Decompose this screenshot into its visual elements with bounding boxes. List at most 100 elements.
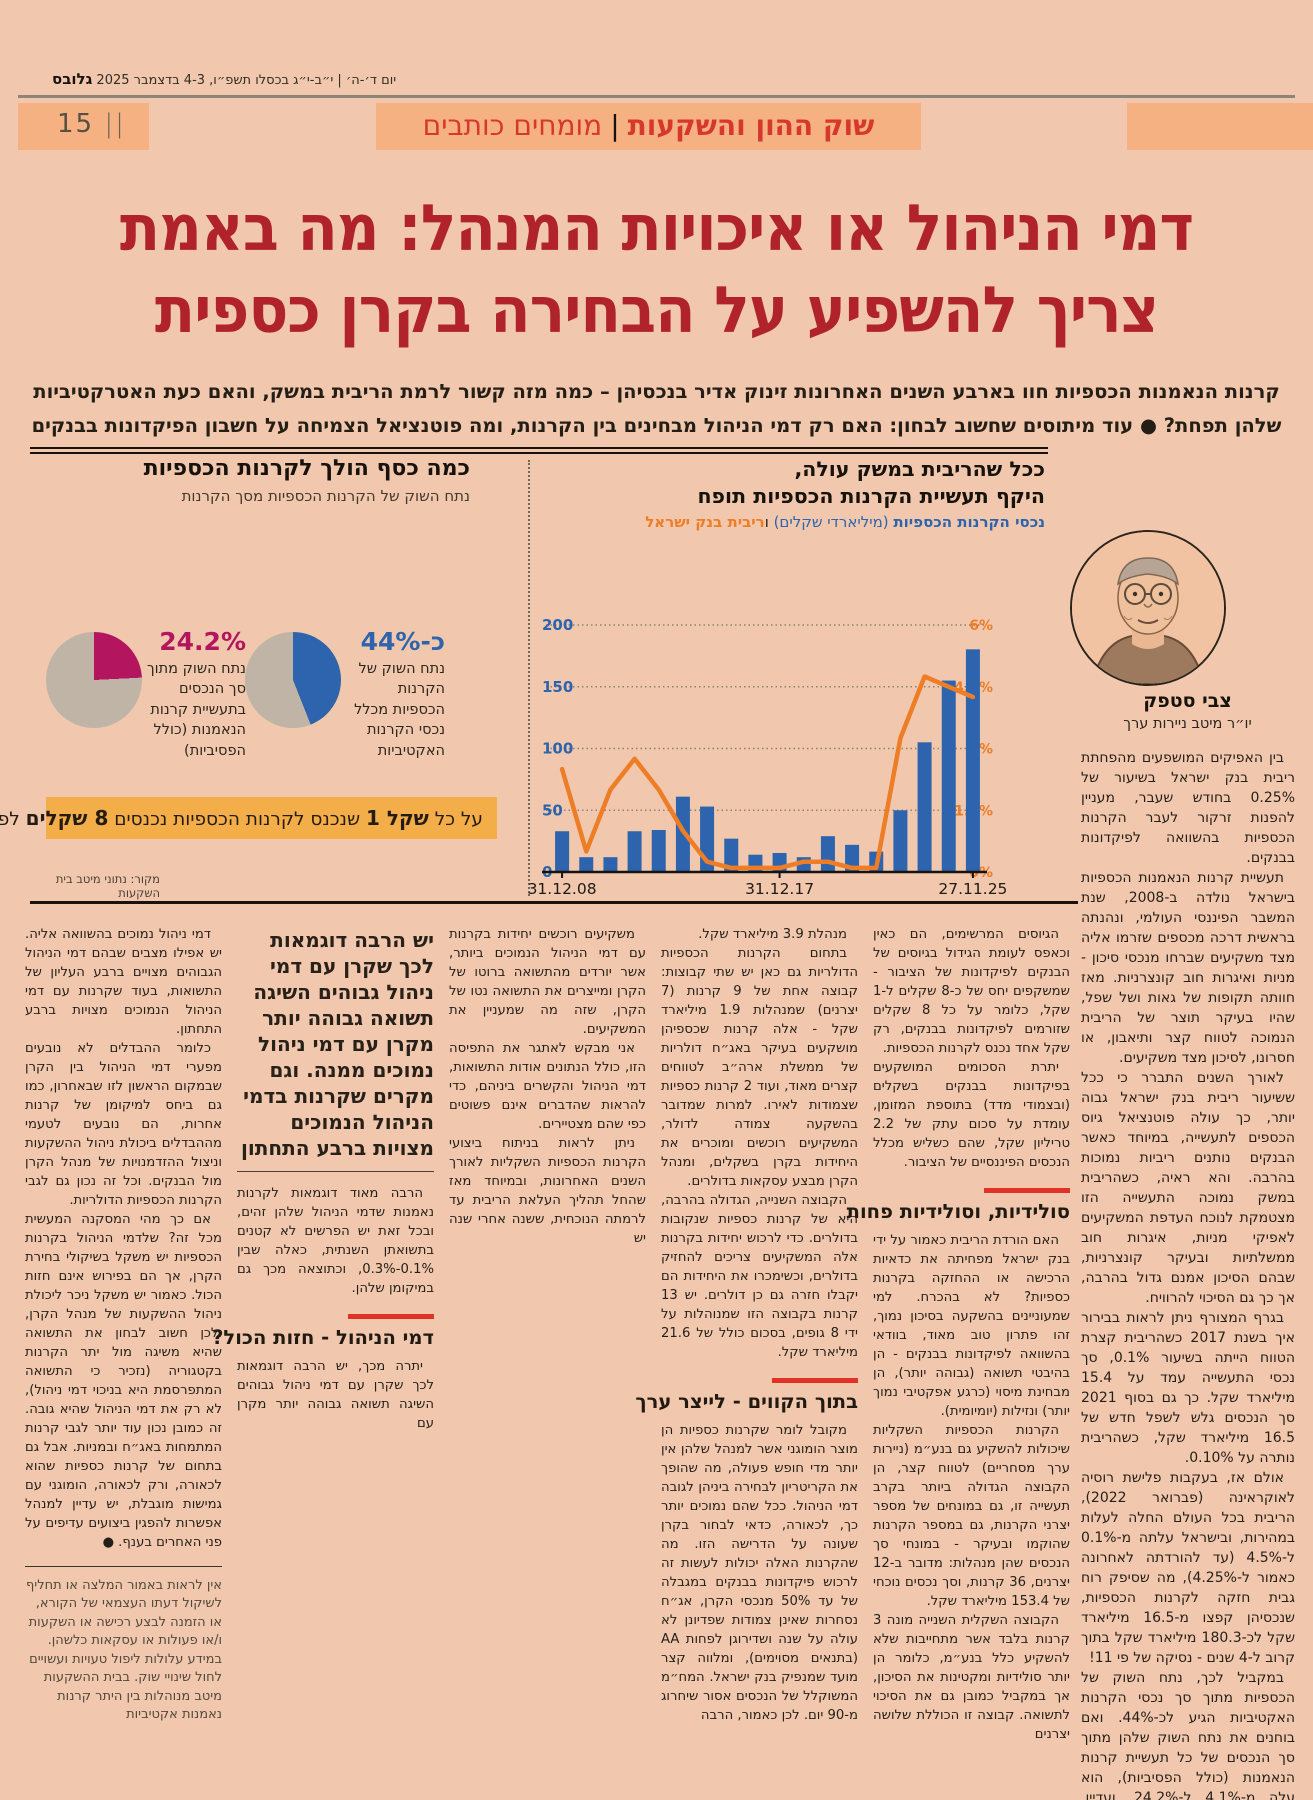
section-subhead: דמי הניהול - חזות הכול? [212, 1314, 434, 1349]
infographic-top-rule-2 [30, 452, 1048, 454]
pie-industry-share [46, 632, 142, 728]
x-axis-tick-label: 31.12.17 [745, 880, 814, 898]
assets-rate-chart: 00%501.5%1003%1504.5%2006%31.12.0831.12.… [528, 616, 1008, 898]
left-axis-tick-label: 150 [542, 678, 573, 696]
pies-title: כמה כסף הולך לקרנות הכספיות [143, 456, 470, 481]
pie-value: 24.2% [159, 627, 246, 656]
asset-bar-2019 [820, 836, 835, 872]
section-separator: | [610, 109, 620, 142]
infographic-divider [528, 460, 530, 896]
interest-rate-line [559, 674, 976, 871]
masthead-date: יום ד׳-ה׳ | י״ב-י״ג בכסלו תשפ״ו, 4-3 בדצ… [52, 70, 397, 88]
left-axis-tick-label: 200 [542, 616, 573, 634]
section-header: שוק ההון והשקעות|מומחים כותבים [376, 109, 921, 142]
standfirst-line-2: שלהן תפחת? ● עוד מיתוסים שחשוב לבחון: הא… [31, 414, 1282, 437]
body-column-6: דמי ניהול נמוכים בהשוואה אליה. יש אפילו … [25, 925, 222, 1725]
asset-bar-2010 [603, 857, 618, 872]
subhead-red-bar [984, 1188, 1070, 1193]
section-band-center [376, 103, 921, 150]
body-paragraph: הקבוצה השקלית השנייה מונה 3 קרנות בלבד א… [873, 1613, 1070, 1742]
subhead-red-bar [772, 1378, 858, 1383]
data-source: מקור: נתוני מיטב בית השקעות [55, 872, 160, 900]
standfirst-line-1: קרנות הנאמנות הכספיות חוו בארבע השנים הא… [33, 380, 1280, 403]
page-number: 15 || [57, 109, 126, 139]
chart-legend: נכסי הקרנות הכספיות (מיליארדי שקלים) ורי… [645, 513, 1045, 531]
headline-line-1: דמי הניהול או איכויות המנהל: מה באמת [119, 190, 1194, 266]
author-name: צבי סטפק [1143, 690, 1232, 712]
asset-bar-2022 [893, 810, 908, 872]
section-subtitle: מומחים כותבים [422, 109, 603, 142]
body-column-1: בין האפיקים המושפעים מהפחתת ריבית בנק יש… [1081, 748, 1295, 1800]
body-paragraph: לאורך השנים התברר כי ככל ששיעור ריבית בנ… [1081, 1070, 1295, 1306]
section-subhead: סולידיות, וסולידיות פחות [846, 1188, 1070, 1223]
body-paragraph: בין האפיקים המושפעים מהפחתת ריבית בנק יש… [1081, 750, 1295, 866]
subhead-text: סולידיות, וסולידיות פחות [846, 1200, 1070, 1223]
body-paragraph: בתחום הקרנות הכספיות הדולריות גם כאן יש … [661, 946, 859, 1189]
body-paragraph: אני מבקש לאתגר את התפיסה הזו, כולל הנתונ… [449, 1041, 646, 1132]
masthead-rule [18, 95, 1295, 98]
pie-industry-share-label: 24.2% נתח השוק מתוך סך הנכסים בתעשיית קר… [142, 628, 246, 761]
body-paragraph: הקבוצה השנייה, הגדולה בהרבה, היא של קרנו… [661, 1193, 858, 1360]
body-paragraph: האם הורדת הריבית כאמור על ידי בנק ישראל … [873, 1233, 1070, 1419]
infographic-top-rule [30, 447, 1048, 449]
section-band-left [18, 103, 149, 150]
subhead-text: דמי הניהול - חזות הכול? [212, 1326, 434, 1349]
body-paragraph: הרבה מאוד דוגמאות לקרנות נאמנות שדמי הני… [237, 1186, 434, 1296]
infographic-bottom-rule [30, 901, 1078, 904]
pie-active-share [245, 632, 341, 728]
right-axis-tick-label: 6% [969, 618, 993, 634]
brand-logo: גלובס [52, 70, 93, 88]
asset-bar-2023 [917, 742, 932, 872]
body-paragraph: מקובל לומר שקרנות כספיות הן מוצר הומוגני… [661, 1423, 859, 1723]
pie-active-share-label: כ-44% נתח השוק של הקרנות הכספיות מכלל נכ… [341, 628, 445, 761]
subhead-red-bar [348, 1314, 434, 1319]
body-column-2: הגיוסים המרשימים, הם כאין וכאפס לעומת הג… [846, 925, 1070, 1744]
body-paragraph: ניתן לראות בניתוח ביצועי הקרנות הכספיות … [449, 1136, 646, 1246]
body-paragraph: יתרה מכך, יש הרבה דוגמאות לכך שקרן עם דמ… [237, 1359, 434, 1431]
section-band-right [1127, 103, 1313, 150]
asset-bar-2015 [724, 838, 739, 872]
pies-subtitle: נתח השוק של הקרנות הכספיות מסך הקרנות [181, 487, 470, 505]
disclaimer-rule [25, 1566, 222, 1567]
body-paragraph: יתרת הסכומים המושקעים בפיקדונות בבנקים ב… [873, 1060, 1070, 1170]
shekel-ratio-strip: על כל 1 שקל שנכנס לקרנות הכספיות נכנסים … [0, 797, 497, 839]
asset-bar-2009 [579, 857, 594, 872]
subhead-text: בתוך הקווים - לייצר ערך [635, 1390, 858, 1413]
body-paragraph: במקביל לכך, נתח השוק של הכספיות מתוך סך … [1081, 1670, 1295, 1800]
body-paragraph: הגיוסים המרשימים, הם כאין וכאפס לעומת הג… [873, 927, 1070, 1056]
body-paragraph: דמי ניהול נמוכים בהשוואה אליה. יש אפילו … [25, 927, 222, 1037]
body-paragraph: אולם אז, בעקבות פלישת רוסיה לאוקראינה (פ… [1081, 1470, 1296, 1666]
section-subhead: בתוך הקווים - לייצר ערך [635, 1378, 858, 1413]
asset-bar-2025 [965, 649, 980, 872]
pie-caption: נתח השוק מתוך סך הנכסים בתעשיית קרנות הנ… [146, 660, 246, 759]
pie-value: כ-44% [360, 627, 445, 656]
asset-bar-2008 [555, 831, 570, 872]
body-paragraph: מנהלת 3.9 מיליארד שקל. [698, 927, 847, 942]
pull-quote: יש הרבה דוגמאות לכך שקרן עם דמי ניהול גב… [240, 928, 434, 1160]
x-axis-tick-label: 31.12.08 [528, 880, 597, 898]
author-photo-sketch [1072, 532, 1224, 684]
x-axis-tick-label: 27.11.25 [938, 880, 1007, 898]
body-column-3: מנהלת 3.9 מיליארד שקל. בתחום הקרנות הכספי… [635, 925, 859, 1725]
body-paragraph: אם כך מהי המסקנה המעשית מכל זה? שלדמי הנ… [25, 1212, 222, 1550]
author-role: יו״ר מיטב ניירות ערך [1123, 716, 1252, 732]
body-column-4: משקיעים רוכשים יחידות בקרנות עם דמי הניה… [449, 925, 646, 1248]
chart-title: ככל שהריבית במשק עולה, היקף תעשיית הקרנו… [697, 457, 1045, 508]
headline-line-2: צריך להשפיע על הבחירה בקרן כספית [154, 272, 1159, 348]
body-paragraph: תעשיית קרנות הנאמנות הכספיות בישראל נולד… [1081, 870, 1295, 1066]
pie-caption: נתח השוק של הקרנות הכספיות מכלל נכסי הקר… [354, 660, 445, 759]
body-paragraph: כלומר ההבדלים לא נובעים מפערי דמי הניהול… [25, 1041, 222, 1208]
section-title: שוק ההון והשקעות [627, 109, 875, 142]
body-paragraph: הקרנות הכספיות השקליות שיכולות להשקיע גם… [873, 1423, 1070, 1609]
asset-bar-2012 [651, 830, 666, 872]
asset-bar-2024 [941, 680, 956, 872]
left-axis-tick-label: 50 [542, 801, 563, 819]
quote-rule [237, 1171, 434, 1172]
body-paragraph: בגרף המצורף ניתן לראות בבירור איך בשנת 2… [1081, 1310, 1296, 1466]
left-axis-tick-label: 100 [542, 740, 573, 758]
disclaimer-text: אין לראות באמור המלצה או תחליף לשיקול דע… [25, 1578, 222, 1723]
body-paragraph: משקיעים רוכשים יחידות בקרנות עם דמי הניה… [449, 927, 646, 1037]
asset-bar-2011 [627, 831, 642, 872]
author-photo [1070, 530, 1226, 686]
